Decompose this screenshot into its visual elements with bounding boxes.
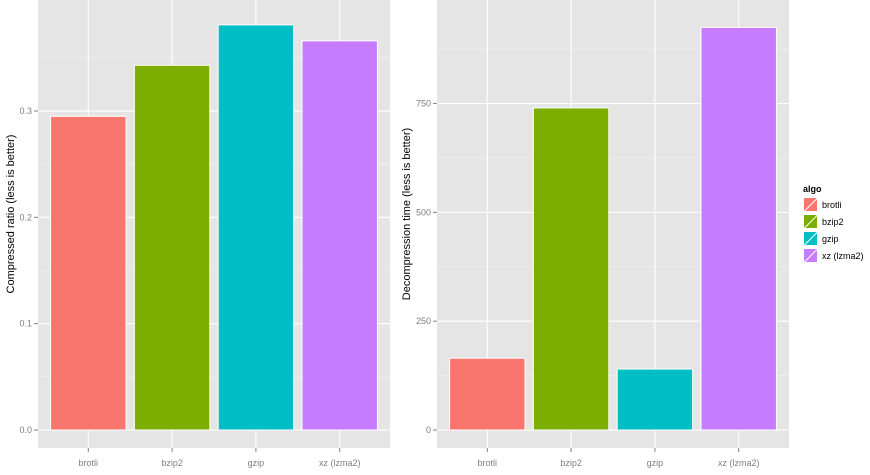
- y-tick-label: 500: [416, 207, 431, 217]
- x-tick-label: gzip: [647, 458, 664, 468]
- bar-gzip: [616, 368, 694, 431]
- y-tick-label: 0: [426, 425, 431, 435]
- bar-xz-lzma2: [301, 40, 378, 431]
- legend-swatch-slash: [803, 214, 818, 229]
- legend-swatch-slash: [803, 231, 818, 246]
- compressed-ratio-chart: 0.0 0.1 0.2 0.3 brotli bzip2 gzip xz (lzma2) Com…: [5, 0, 390, 468]
- y-tick-label: 0.0: [19, 425, 32, 435]
- legend-swatch-slash: [803, 248, 818, 263]
- y-tick-label: 0.3: [19, 106, 32, 116]
- bar-brotli: [50, 115, 127, 431]
- legend-title: algo: [803, 184, 822, 194]
- x-tick-label: brotli: [79, 458, 99, 468]
- x-tick-label: xz (lzma2): [319, 458, 361, 468]
- x-tick-label: xz (lzma2): [718, 458, 760, 468]
- bar-gzip: [217, 24, 295, 431]
- x-tick-label: bzip2: [161, 458, 183, 468]
- y-tick-label: 250: [416, 316, 431, 326]
- legend-label-xz-lzma2: xz (lzma2): [822, 251, 864, 261]
- bar-bzip2: [133, 64, 211, 431]
- y-axis-title: Compressed ratio (less is better): [5, 135, 17, 294]
- bar-xz-lzma2: [700, 26, 777, 431]
- y-axis-title: Decompression time (less is better): [401, 128, 413, 300]
- y-tick-label: 0.1: [19, 319, 32, 329]
- legend-label-brotli: brotli: [822, 200, 842, 210]
- legend-swatch-slash: [803, 197, 818, 212]
- bar-bzip2: [532, 107, 610, 431]
- x-tick-label: bzip2: [560, 458, 582, 468]
- y-tick-label: 0.2: [19, 212, 32, 222]
- x-tick-label: gzip: [248, 458, 265, 468]
- chart-legend: algo brotli bzip2 gzip xz (lzma2): [803, 184, 864, 263]
- legend-label-bzip2: bzip2: [822, 217, 844, 227]
- x-tick-label: brotli: [478, 458, 498, 468]
- decompression-time-chart: 0 250 500 750 brotli bzip2 gzip xz (lzma2) Decom…: [401, 0, 789, 468]
- y-tick-label: 750: [416, 99, 431, 109]
- bar-brotli: [449, 357, 526, 431]
- legend-label-gzip: gzip: [822, 234, 839, 244]
